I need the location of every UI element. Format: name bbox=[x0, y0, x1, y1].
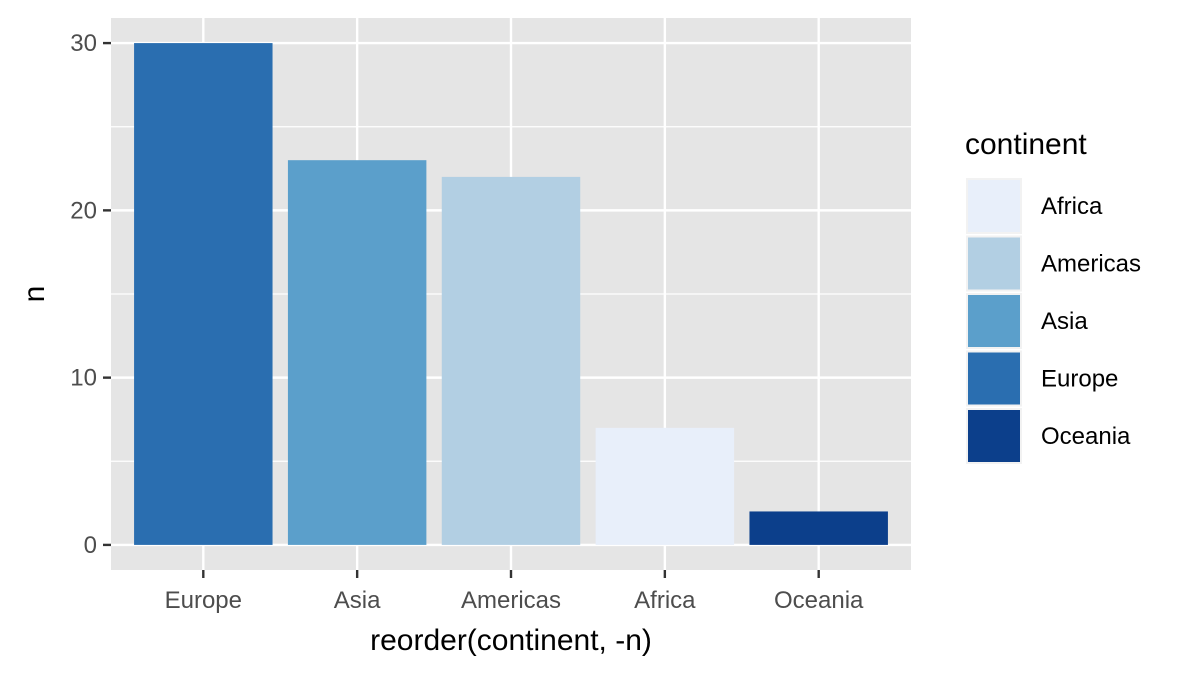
legend-items: Africa Americas Asia Europe Oceania bbox=[966, 178, 1141, 464]
y-tick-label: 0 bbox=[84, 532, 97, 559]
y-axis-title: n bbox=[18, 286, 51, 303]
bar-asia bbox=[287, 160, 427, 545]
bar-europe bbox=[134, 43, 273, 545]
legend-title: continent bbox=[965, 128, 1087, 161]
x-axis: Europe Asia Americas Africa Oceania bbox=[165, 570, 864, 614]
legend-swatch-americas bbox=[968, 237, 1020, 290]
bars bbox=[134, 43, 888, 545]
y-tick-label: 10 bbox=[70, 365, 97, 392]
x-tick-label: Europe bbox=[165, 587, 242, 614]
legend-label-asia: Asia bbox=[1041, 308, 1088, 335]
y-tick-label: 20 bbox=[70, 197, 97, 224]
legend-swatch-asia bbox=[968, 295, 1020, 347]
legend-swatch-africa bbox=[968, 180, 1020, 232]
bar-oceania bbox=[749, 511, 888, 545]
legend-label-africa: Africa bbox=[1041, 193, 1103, 220]
y-tick-label: 30 bbox=[70, 30, 97, 57]
legend-label-americas: Americas bbox=[1041, 251, 1141, 278]
x-axis-title: reorder(continent, -n) bbox=[370, 624, 652, 657]
legend-swatch-europe bbox=[968, 352, 1020, 405]
x-tick-label: Americas bbox=[461, 587, 561, 614]
legend-label-europe: Europe bbox=[1041, 366, 1118, 393]
legend: continent Africa Americas Asia Europe Oceani… bbox=[965, 128, 1141, 464]
y-axis: 0 10 20 30 bbox=[70, 30, 111, 559]
x-tick-label: Africa bbox=[634, 587, 696, 614]
legend-label-oceania: Oceania bbox=[1041, 423, 1131, 450]
legend-swatch-oceania bbox=[968, 410, 1020, 462]
x-tick-label: Asia bbox=[334, 587, 381, 614]
bar-americas bbox=[441, 176, 581, 545]
x-tick-label: Oceania bbox=[774, 587, 864, 614]
bar-africa bbox=[595, 427, 735, 545]
